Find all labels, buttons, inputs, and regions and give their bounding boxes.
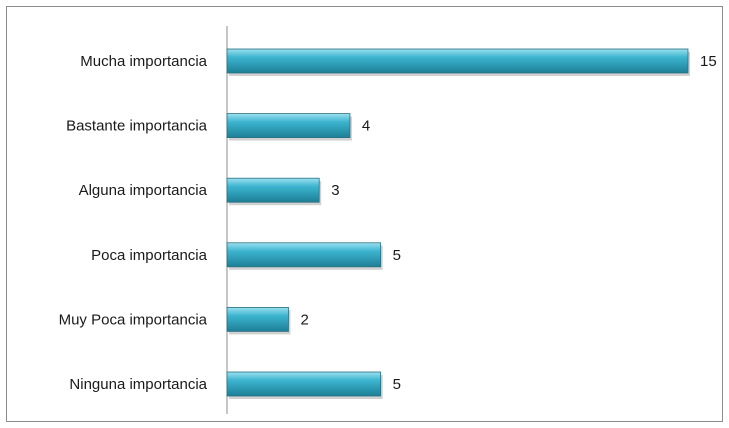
chart-frame — [6, 6, 723, 422]
bar — [226, 48, 689, 74]
bar — [226, 113, 351, 138]
category-label: Poca importancia — [91, 247, 208, 264]
category-label: Mucha importancia — [80, 53, 207, 70]
data-label: 5 — [393, 376, 401, 393]
data-label: 5 — [393, 247, 401, 264]
bar — [226, 306, 289, 332]
category-label: Bastante importancia — [66, 118, 208, 135]
category-label: Alguna importancia — [79, 182, 208, 199]
data-label: 2 — [300, 311, 308, 328]
category-label: Muy Poca importancia — [59, 311, 208, 328]
bar — [226, 371, 382, 397]
category-label: Ninguna importancia — [69, 376, 207, 393]
bar — [226, 177, 320, 203]
data-label: 3 — [331, 182, 339, 199]
data-label: 4 — [362, 118, 370, 135]
bar — [226, 242, 382, 268]
data-label: 15 — [700, 53, 717, 70]
